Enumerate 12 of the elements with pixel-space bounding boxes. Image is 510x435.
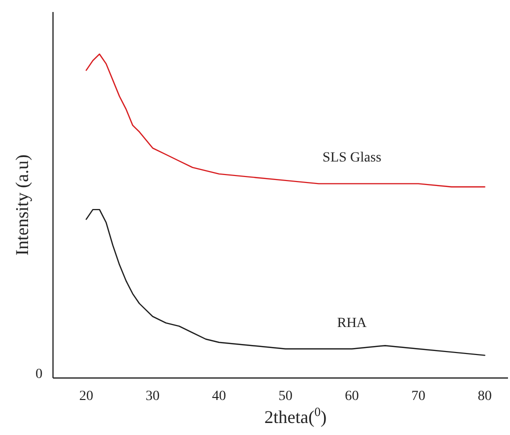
- x-tick-label: 50: [278, 389, 292, 404]
- x-axis-title: 2theta($^{0}$): [264, 405, 327, 427]
- x-tick-label: 60: [344, 389, 359, 404]
- x-tick-label: 40: [212, 389, 226, 404]
- x-tick-label: 70: [411, 389, 426, 404]
- y-axis-title: Intensity (a.u): [12, 154, 32, 256]
- text: 0: [36, 367, 42, 382]
- x-tick-label: 30: [146, 389, 160, 404]
- x-tick-label: 80: [478, 389, 492, 404]
- series-label: RHA: [337, 316, 368, 331]
- series-label: SLS Glass: [322, 150, 382, 166]
- x-tick-label: 20: [79, 389, 94, 404]
